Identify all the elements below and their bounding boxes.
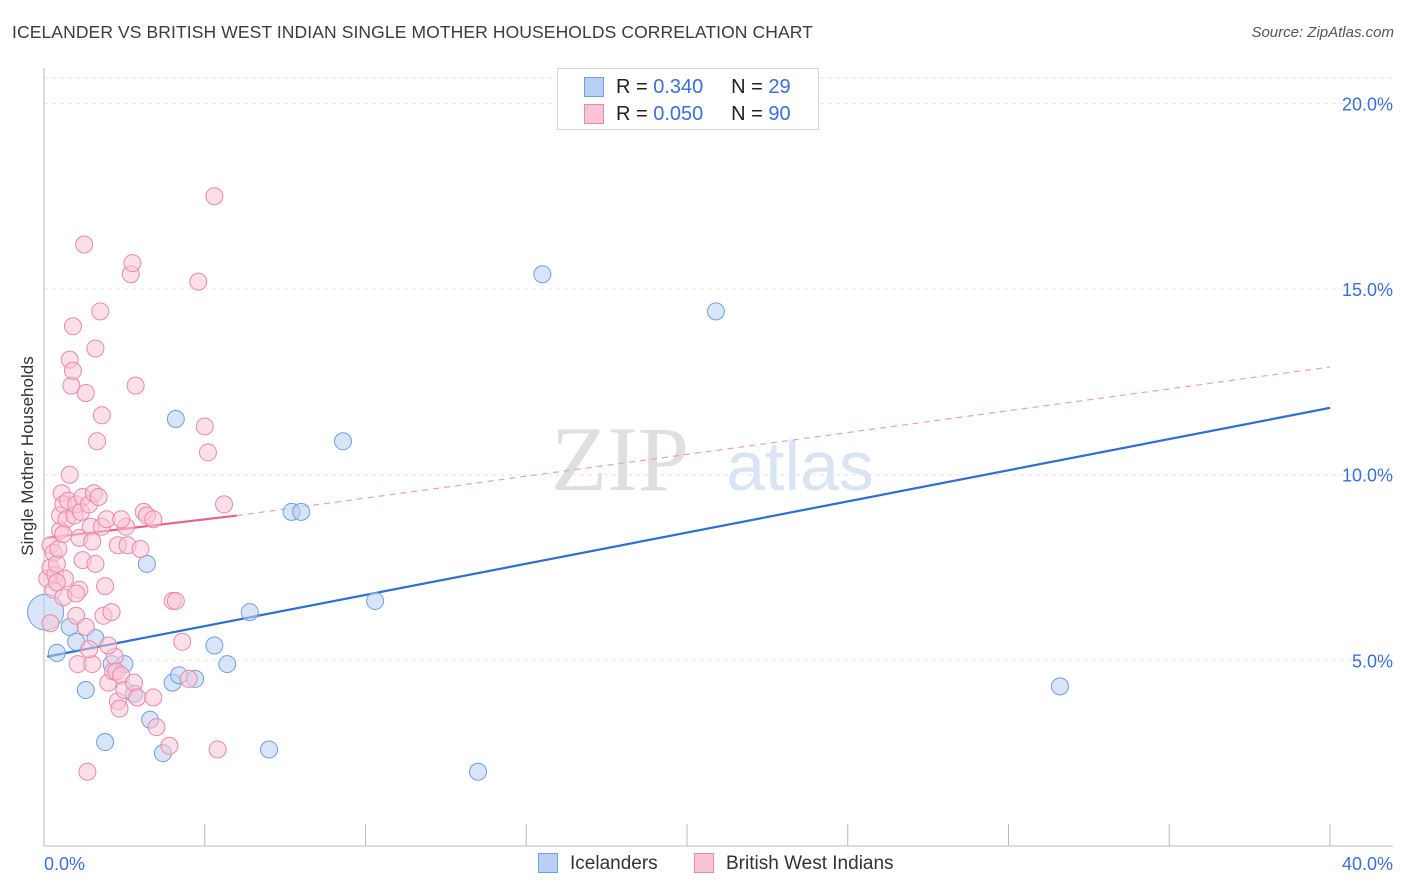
data-point — [128, 688, 147, 707]
watermark-zip: ZIP — [551, 408, 689, 510]
bottom-legend-swatch-british-west-indians — [694, 853, 714, 873]
chart-title: ICELANDER VS BRITISH WEST INDIAN SINGLE … — [12, 22, 813, 42]
legend-r-value-british-west-indians: 0.050 — [653, 103, 704, 125]
data-point — [99, 636, 118, 655]
data-point — [96, 733, 115, 752]
legend-swatch-icelanders — [584, 77, 604, 97]
data-point — [83, 655, 102, 674]
data-point — [137, 554, 156, 573]
y-tick-label: 10.0% — [1342, 466, 1393, 486]
grid-lines — [44, 77, 1395, 661]
data-point — [195, 417, 214, 436]
legend-n-label: N = — [731, 76, 763, 98]
data-point — [166, 591, 185, 610]
data-point — [91, 302, 110, 321]
source-label: Source: ZipAtlas.com — [1251, 24, 1394, 41]
data-point — [333, 432, 352, 451]
data-point — [179, 669, 198, 688]
data-point — [47, 643, 66, 662]
data-point — [1050, 677, 1069, 696]
bottom-legend-label-british-west-indians: British West Indians — [726, 853, 894, 874]
data-point — [110, 699, 129, 718]
bottom-legend-label-icelanders: Icelanders — [570, 853, 658, 874]
data-point — [706, 302, 725, 321]
series-british-west-indians — [38, 187, 234, 781]
data-point — [469, 762, 488, 781]
data-point — [47, 573, 66, 592]
watermark: ZIP atlas — [551, 408, 874, 510]
y-tick-label: 5.0% — [1352, 651, 1393, 671]
data-point — [198, 443, 217, 462]
data-point — [75, 235, 94, 254]
data-point — [96, 577, 115, 596]
data-point — [76, 617, 95, 636]
data-point — [63, 361, 82, 380]
data-point — [125, 673, 144, 692]
data-point — [86, 554, 105, 573]
data-point — [78, 762, 97, 781]
data-point — [131, 539, 150, 558]
y-tick-label: 20.0% — [1342, 94, 1393, 114]
tick-labels: 5.0% 10.0% 15.0% 20.0% 0.0% 40.0% — [44, 94, 1393, 874]
axes — [43, 68, 1393, 847]
legend-swatch-british-west-indians — [584, 104, 604, 124]
data-point — [67, 584, 86, 603]
data-point — [92, 406, 111, 425]
data-point — [80, 640, 99, 659]
data-point — [260, 740, 279, 759]
data-point — [76, 384, 95, 403]
data-point — [173, 632, 192, 651]
watermark-atlas: atlas — [726, 427, 874, 505]
data-point — [47, 554, 66, 573]
data-point — [218, 655, 237, 674]
legend-n-value-british-west-indians: 90 — [768, 103, 791, 125]
data-point — [147, 718, 166, 737]
bottom-legend-swatch-icelanders — [538, 853, 558, 873]
data-point — [83, 532, 102, 551]
data-points — [27, 187, 1069, 781]
trend-line-british-west-indians-extension — [236, 366, 1331, 517]
y-axis-label: Single Mother Households — [18, 356, 37, 556]
data-point — [189, 272, 208, 291]
correlation-legend: R = 0.340 N = 29 R = 0.050 N = 90 — [557, 68, 819, 130]
data-point — [60, 465, 79, 484]
data-point — [144, 510, 163, 529]
data-point — [166, 410, 185, 429]
x-tick-label-max: 40.0% — [1342, 854, 1393, 874]
legend-r-value-icelanders: 0.340 — [653, 76, 704, 98]
data-point — [215, 495, 234, 514]
legend-r-label: R = — [616, 103, 648, 125]
data-point — [54, 525, 73, 544]
data-point — [533, 265, 552, 284]
data-point — [292, 502, 311, 521]
data-point — [123, 254, 142, 273]
data-point — [240, 603, 259, 622]
data-point — [144, 688, 163, 707]
data-point — [41, 614, 60, 633]
x-tick-label-min: 0.0% — [44, 854, 85, 874]
data-point — [126, 376, 145, 395]
data-point — [76, 681, 95, 700]
trend-line-icelanders — [47, 406, 1331, 658]
data-point — [366, 591, 385, 610]
legend-n-value-icelanders: 29 — [768, 76, 791, 98]
data-point — [205, 187, 224, 206]
data-point — [205, 636, 224, 655]
y-tick-label: 15.0% — [1342, 280, 1393, 300]
data-point — [112, 510, 131, 529]
data-point — [102, 603, 121, 622]
data-point — [208, 740, 227, 759]
data-point — [86, 339, 105, 358]
data-point — [63, 317, 82, 336]
series-icelanders — [27, 265, 1069, 781]
data-point — [89, 487, 108, 506]
legend-n-label: N = — [731, 103, 763, 125]
data-point — [88, 432, 107, 451]
legend-r-label: R = — [616, 76, 648, 98]
data-point — [160, 736, 179, 755]
